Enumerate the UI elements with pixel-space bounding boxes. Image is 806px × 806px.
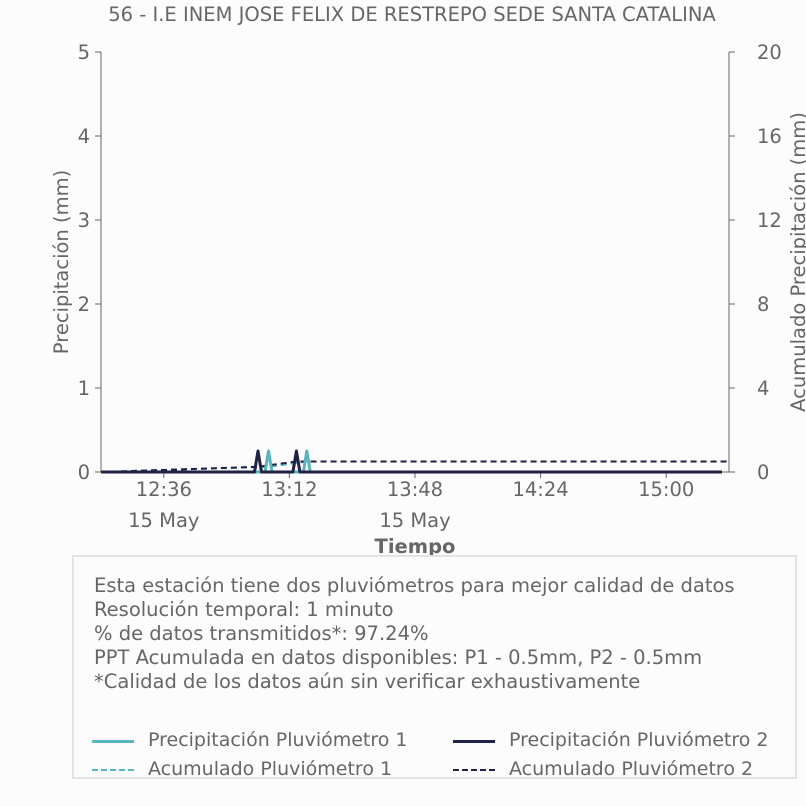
y-tick-label: 0 <box>78 461 90 484</box>
legend-swatch-acc2 <box>453 769 495 771</box>
x-tick-label: 15:00 <box>638 478 694 501</box>
x-tick-date-label: 15 May <box>379 509 450 532</box>
x-tick-label: 13:12 <box>261 478 317 501</box>
series-line-acumulado-1 <box>100 460 729 473</box>
y-tick-label: 2 <box>78 293 90 316</box>
info-text: Esta estación tiene dos pluviómetros par… <box>94 574 735 694</box>
series-line-precipitacion-2 <box>101 449 722 474</box>
legend-label-p1: Precipitación Pluviómetro 1 <box>148 729 408 751</box>
info-line-transmitted: % de datos transmitidos*: 97.24% <box>94 622 429 645</box>
x-tick-label: 13:48 <box>387 478 443 501</box>
series-line-acumulado-2 <box>100 460 729 473</box>
legend-swatch-acc1 <box>92 769 134 771</box>
y2-tick-label: 8 <box>757 293 769 316</box>
chart-title: 56 - I.E INEM JOSE FELIX DE RESTREPO SED… <box>108 3 716 26</box>
y-tick-label: 1 <box>78 377 90 400</box>
y-axis-label: Precipitación (mm) <box>50 170 73 354</box>
y2-axis-label: Acumulado Precipitación (mm) <box>787 112 806 412</box>
y2-tick-label: 0 <box>757 461 769 484</box>
legend-swatch-p2 <box>453 740 495 743</box>
info-line-quality: *Calidad de los datos aún sin verificar … <box>94 670 641 693</box>
legend-label-acc2: Acumulado Pluviómetro 2 <box>509 758 754 780</box>
legend-label-acc1: Acumulado Pluviómetro 1 <box>148 758 393 780</box>
legend-swatch-p1 <box>92 740 134 743</box>
y2-tick-label: 16 <box>757 125 782 148</box>
info-line-resolution: Resolución temporal: 1 minuto <box>94 598 394 621</box>
x-tick-label: 12:36 <box>136 478 192 501</box>
y-tick-label: 4 <box>78 125 90 148</box>
y2-tick-label: 4 <box>757 377 769 400</box>
x-axis-label: Tiempo <box>375 535 456 558</box>
info-line-stations: Esta estación tiene dos pluviómetros par… <box>94 574 735 597</box>
y-tick-label: 5 <box>78 41 90 64</box>
info-box: Esta estación tiene dos pluviómetros par… <box>72 555 797 780</box>
y-tick-label: 3 <box>78 209 90 232</box>
x-tick-date-label: 15 May <box>128 509 199 532</box>
y2-tick-label: 20 <box>757 41 782 64</box>
legend-label-p2: Precipitación Pluviómetro 2 <box>509 729 769 751</box>
y2-tick-label: 12 <box>757 209 782 232</box>
info-line-accumulated: PPT Acumulada en datos disponibles: P1 -… <box>94 646 703 669</box>
x-tick-label: 14:24 <box>512 478 568 501</box>
